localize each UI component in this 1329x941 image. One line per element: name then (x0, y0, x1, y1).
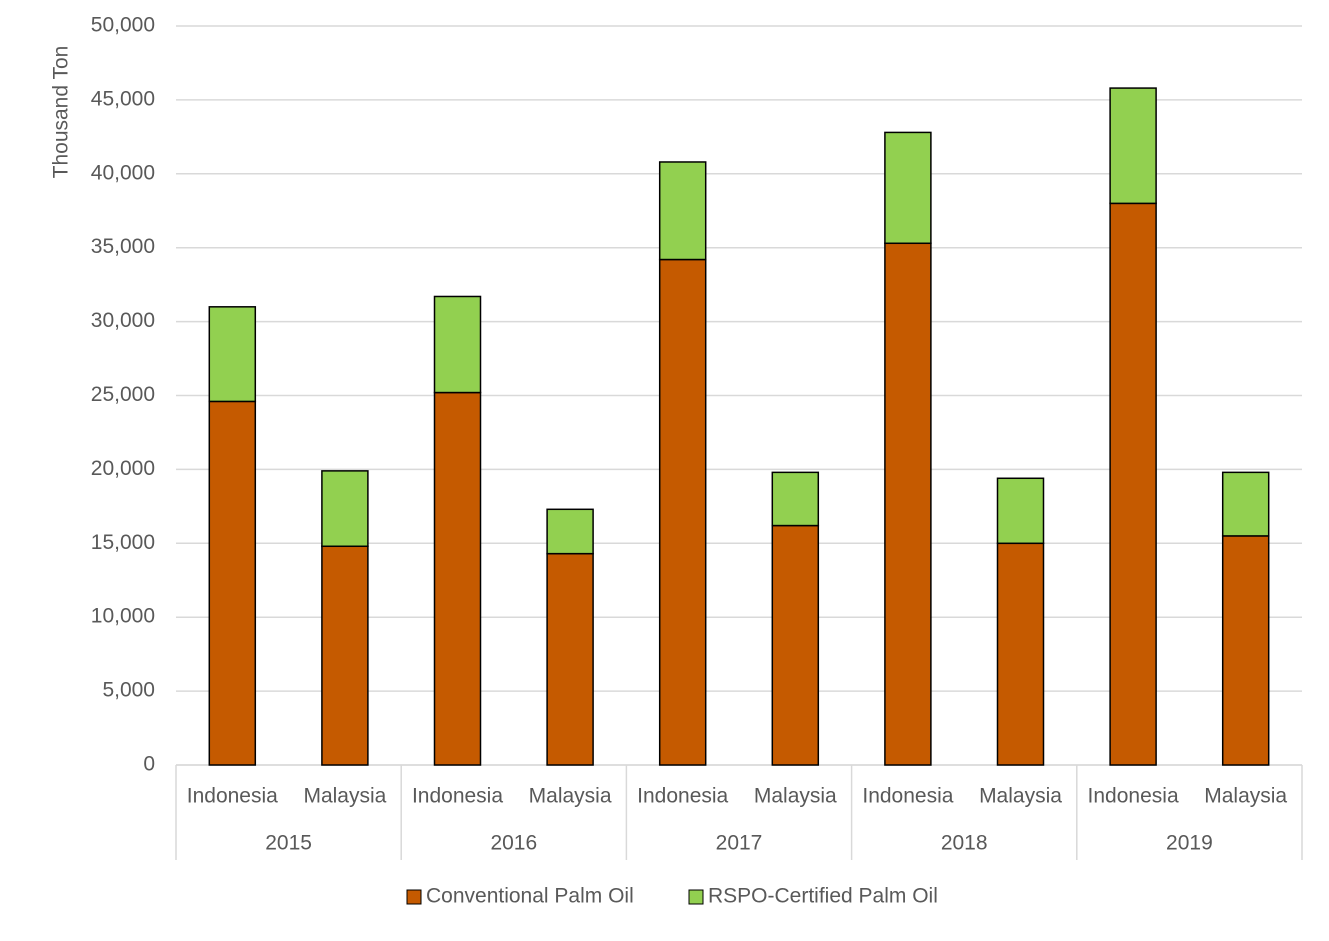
y-tick-label: 30,000 (91, 309, 155, 332)
group-label: 2018 (941, 832, 988, 855)
bar-segment (884, 131, 932, 245)
y-tick-label: 0 (143, 753, 155, 776)
group-label: 2017 (716, 832, 763, 855)
y-tick-label: 40,000 (91, 161, 155, 184)
x-tick-label: Malaysia (979, 785, 1062, 808)
group-label: 2016 (490, 832, 537, 855)
x-tick-label: Indonesia (187, 785, 278, 808)
bar-segment (433, 295, 482, 394)
x-tick-label: Indonesia (637, 785, 728, 808)
y-tick-label: 15,000 (91, 531, 155, 554)
bar-segment (321, 545, 369, 766)
bar-segment (1109, 87, 1157, 205)
bar-segment (1221, 471, 1270, 537)
y-axis-label: Thousand Ton (50, 46, 73, 179)
bar-segment (208, 306, 257, 403)
bar-segment (996, 542, 1045, 766)
group-label: 2015 (265, 832, 312, 855)
bar-segment (658, 258, 707, 766)
x-tick-label: Indonesia (862, 785, 953, 808)
y-tick-label: 50,000 (91, 14, 155, 37)
x-tick-label: Malaysia (754, 785, 837, 808)
legend-swatch (688, 889, 704, 905)
bar-segment (771, 524, 820, 766)
y-tick-label: 10,000 (91, 605, 155, 628)
x-tick-label: Indonesia (1088, 785, 1179, 808)
y-tick-label: 20,000 (91, 457, 155, 480)
y-tick-label: 25,000 (91, 383, 155, 406)
bar-segment (996, 477, 1045, 545)
legend-swatch (406, 889, 422, 905)
group-label: 2019 (1166, 832, 1213, 855)
bar-segment (884, 242, 932, 766)
x-tick-label: Malaysia (303, 785, 386, 808)
bar-segment (208, 400, 257, 766)
bar-segment (1109, 202, 1157, 766)
bar-segment (658, 161, 707, 261)
legend-label: RSPO-Certified Palm Oil (708, 885, 938, 908)
bar-segment (1221, 535, 1270, 766)
x-tick-label: Malaysia (1204, 785, 1287, 808)
x-tick-label: Malaysia (529, 785, 612, 808)
bar-segment (433, 391, 482, 766)
legend-label: Conventional Palm Oil (426, 885, 634, 908)
bar-segment (321, 470, 369, 548)
x-tick-label: Indonesia (412, 785, 503, 808)
y-tick-label: 5,000 (102, 679, 155, 702)
bar-segment (546, 508, 594, 555)
bar-segment (771, 471, 820, 527)
bar-segment (546, 552, 594, 766)
y-tick-label: 45,000 (91, 87, 155, 110)
y-tick-label: 35,000 (91, 235, 155, 258)
